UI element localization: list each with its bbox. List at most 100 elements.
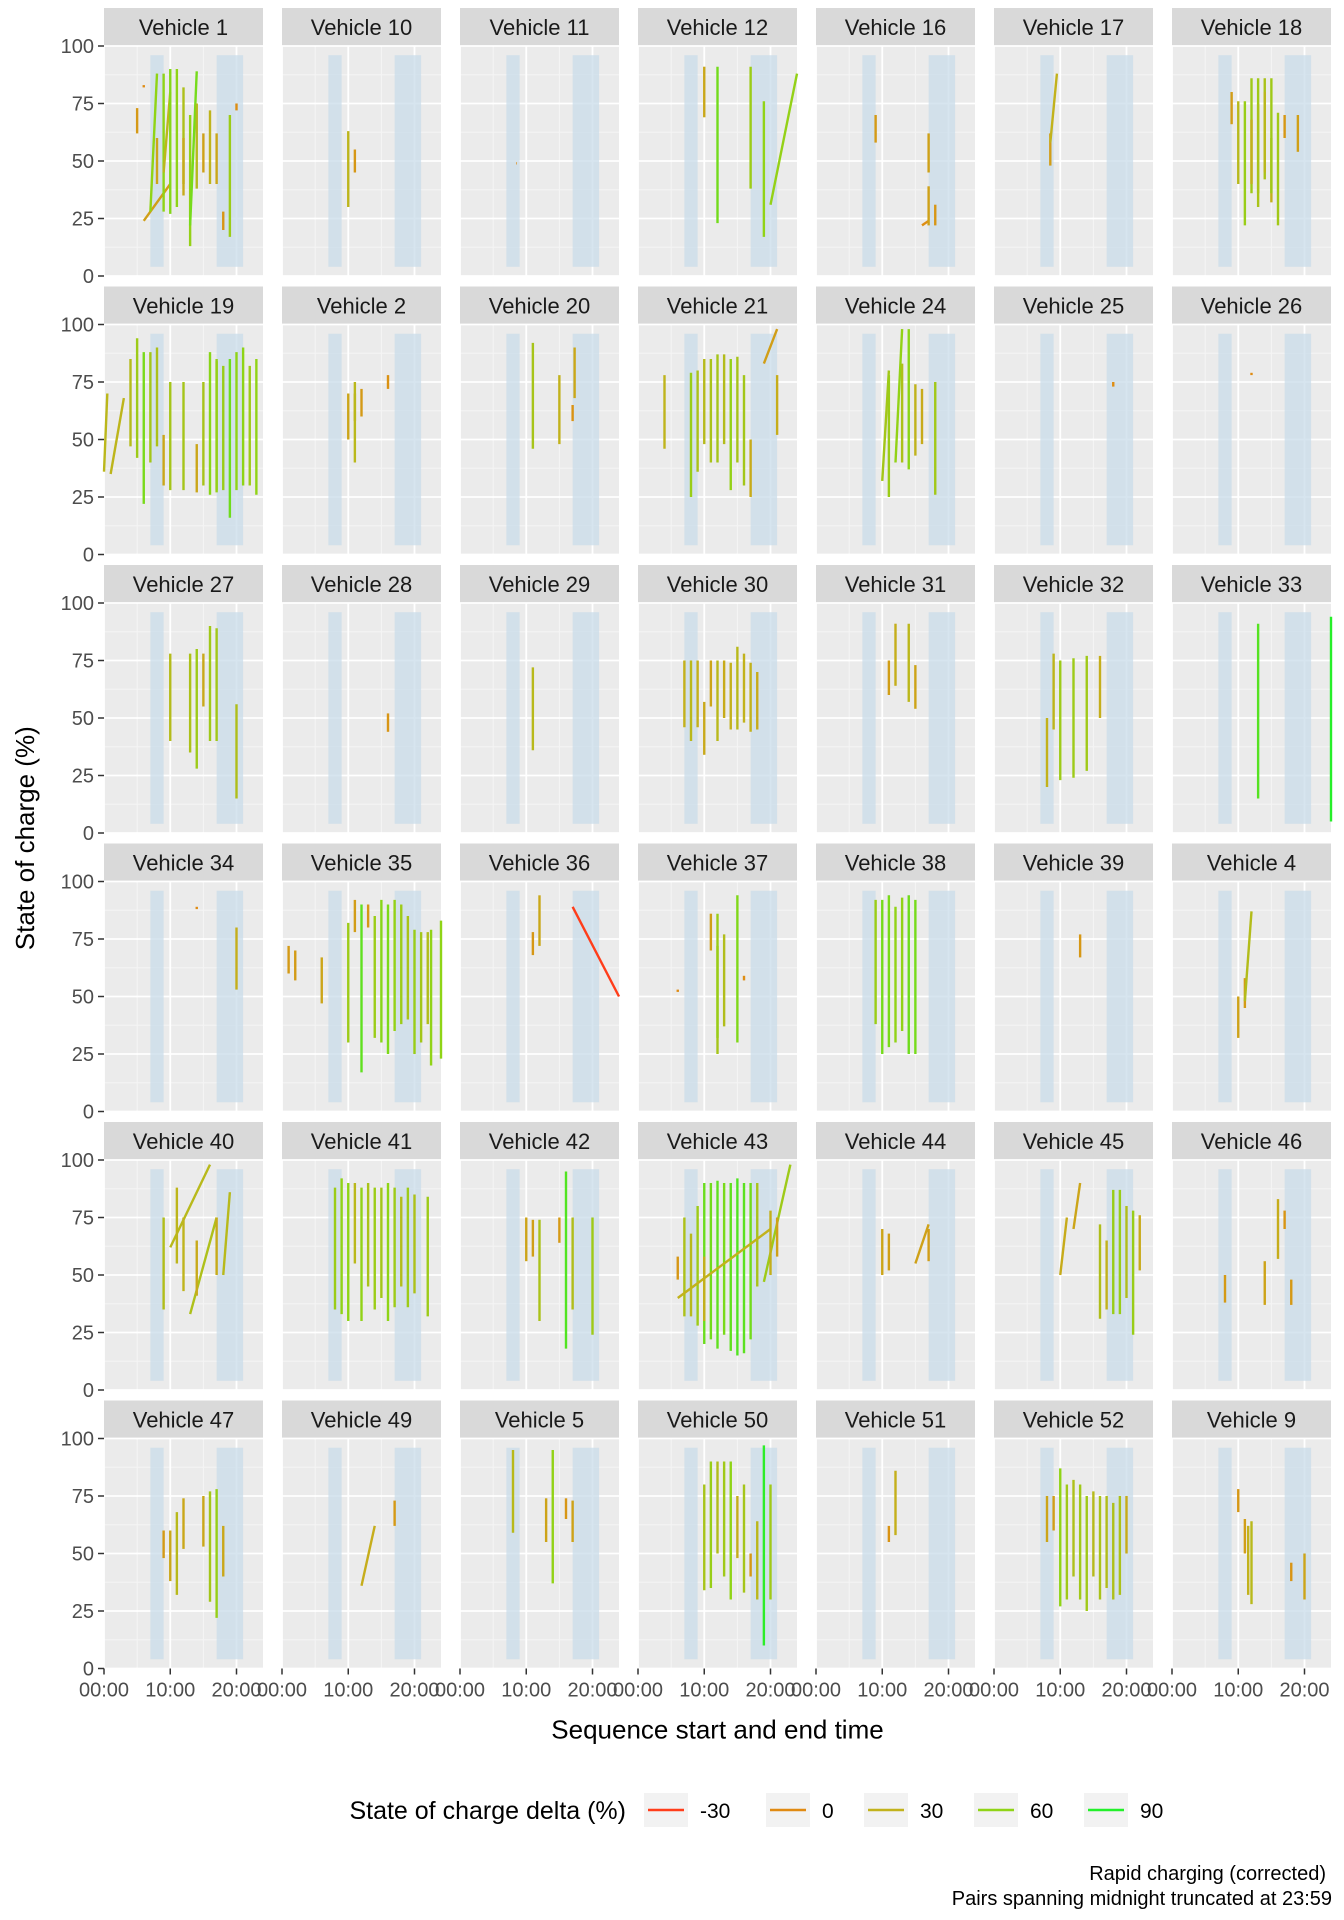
panel-strip [638,843,797,882]
panel-title: Vehicle 50 [667,1408,769,1433]
peak-period-band [1040,333,1054,546]
panel-title: Vehicle 45 [1023,1129,1125,1154]
panel-strip [1172,1122,1331,1160]
panel-strip [282,843,441,882]
y-tick-label: 50 [72,987,94,1009]
peak-period-band [928,1169,956,1381]
panel-strip [638,1122,797,1160]
panel-vehicle-2: Vehicle 2 [281,286,441,556]
panel-title: Vehicle 29 [489,572,591,597]
peak-period-band [506,333,520,546]
panel-vehicle-44: Vehicle 44 [815,1122,975,1391]
panel-vehicle-27: Vehicle 27 0 25 50 75 100 [61,565,263,845]
panel-title: Vehicle 40 [133,1129,235,1154]
panel-title: Vehicle 12 [667,15,769,40]
peak-period-band [572,333,600,546]
panel-title: Vehicle 24 [845,294,947,319]
panel-title: Vehicle 18 [1201,15,1303,40]
peak-period-band [506,1447,520,1660]
panel-strip [104,565,263,603]
panel-vehicle-16: Vehicle 16 [815,8,975,277]
panel-title: Vehicle 28 [311,572,413,597]
panel-strip [460,1400,619,1439]
panel-strip [282,1400,441,1439]
charge-segment [188,71,198,226]
x-tick-label: 20:00 [1279,1680,1329,1702]
panel-vehicle-26: Vehicle 26 [1171,286,1331,556]
x-tick-label: 00:00 [1147,1680,1197,1702]
panel-strip [638,286,797,325]
legend-title: State of charge delta (%) [349,1797,626,1825]
peak-period-band [150,1447,164,1660]
y-tick-label: 100 [61,1429,94,1451]
panel-vehicle-38: Vehicle 38 [815,843,975,1113]
panel-vehicle-36: Vehicle 36 [459,843,621,1113]
x-tick-label: 10:00 [1035,1680,1085,1702]
panel-strip [460,565,619,603]
panel-title: Vehicle 32 [1023,572,1125,597]
panel-title: Vehicle 47 [133,1408,235,1433]
legend-entry: 0 [766,1793,834,1827]
peak-period-band [328,890,342,1103]
peak-period-band [394,333,422,546]
charge-segment [149,73,159,212]
y-tick-label: 100 [61,36,94,58]
panel-strip [638,1400,797,1439]
peak-period-band [572,55,600,267]
panel-title: Vehicle 25 [1023,294,1125,319]
charge-segment [677,1228,772,1299]
panel-vehicle-43: Vehicle 43 [637,1122,797,1391]
charge-segment [769,73,799,205]
legend: State of charge delta (%) -30 0 30 60 90 [349,1793,1163,1827]
panel-vehicle-19: Vehicle 19 0 25 50 75 100 [61,286,263,567]
panel-strip [1172,843,1331,882]
x-tick-label: 00:00 [257,1680,307,1702]
peak-period-band [506,612,520,824]
panel-strip [816,1400,975,1439]
panel-title: Vehicle 10 [311,15,413,40]
panel-vehicle-29: Vehicle 29 [459,565,619,834]
peak-period-band [684,890,698,1103]
y-tick-label: 50 [72,708,94,730]
panel-strip [638,8,797,46]
panel-title: Vehicle 2 [317,294,406,319]
y-tick-label: 0 [83,266,94,288]
panel-title: Vehicle 38 [845,851,947,876]
panel-strip [1172,286,1331,325]
panel-vehicle-4: Vehicle 4 [1171,843,1331,1113]
x-tick-label: 10:00 [679,1680,729,1702]
peak-period-band [1284,55,1312,267]
peak-period-band [506,890,520,1103]
panel-vehicle-41: Vehicle 41 [281,1122,441,1391]
peak-period-band [1284,890,1312,1103]
caption-line-1: Rapid charging (corrected) [1089,1863,1326,1885]
panel-vehicle-45: Vehicle 45 [993,1122,1153,1391]
x-tick-label: 00:00 [969,1680,1019,1702]
peak-period-band [1284,1169,1312,1381]
peak-period-band [328,612,342,824]
legend-entry-label: 0 [822,1800,834,1823]
panel-title: Vehicle 33 [1201,572,1303,597]
y-tick-label: 75 [72,651,94,673]
panel-title: Vehicle 36 [489,851,591,876]
y-tick-label: 100 [61,1150,94,1172]
panel-strip [816,8,975,46]
peak-period-band [394,1447,422,1660]
panel-vehicle-12: Vehicle 12 [637,8,799,277]
panel-title: Vehicle 27 [133,572,235,597]
peak-period-band [1218,333,1232,546]
x-tick-label: 20:00 [1101,1680,1151,1702]
peak-period-band [928,890,956,1103]
peak-period-band [572,1169,600,1381]
peak-period-band [150,890,164,1103]
panel-title: Vehicle 42 [489,1129,591,1154]
legend-entry: -30 [644,1793,730,1827]
x-tick-label: 10:00 [323,1680,373,1702]
legend-entry-label: -30 [700,1800,730,1823]
x-tick-label: 00:00 [791,1680,841,1702]
peak-period-band [1284,612,1312,824]
y-tick-label: 25 [72,1044,94,1066]
caption-line-2: Pairs spanning midnight truncated at 23:… [952,1888,1332,1910]
panel-title: Vehicle 44 [845,1129,947,1154]
